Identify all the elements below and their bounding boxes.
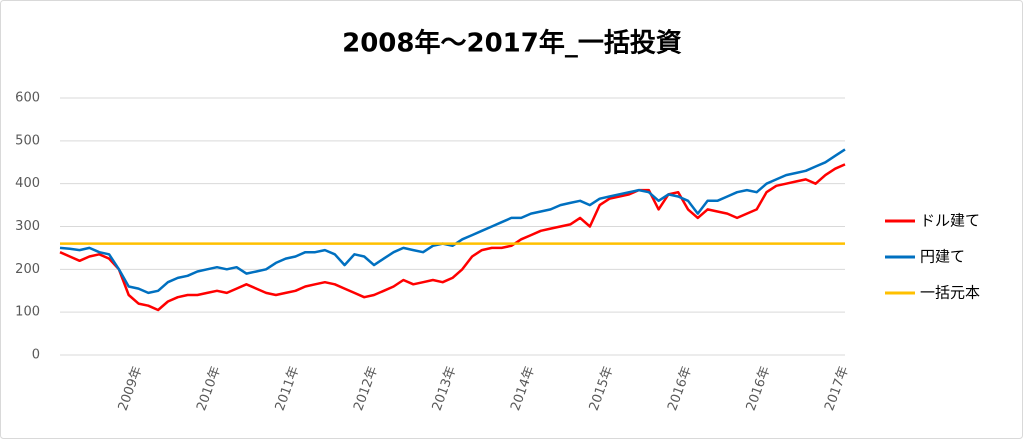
y-tick-label: 500 [15,133,40,148]
legend-label: ドル建て [920,212,980,230]
y-tick-label: 100 [15,305,40,320]
y-tick-label: 600 [15,91,40,106]
y-tick-label: 400 [15,176,40,191]
chart-title: 2008年～2017年_一括投資 [342,28,682,59]
y-tick-label: 300 [15,219,40,234]
legend-label: 一括元本 [920,284,980,302]
series-line [59,163,846,312]
y-tick-label: 200 [15,262,40,277]
y-tick-label: 0 [32,348,40,363]
legend-label: 円建て [920,248,965,266]
series-line [59,148,846,295]
